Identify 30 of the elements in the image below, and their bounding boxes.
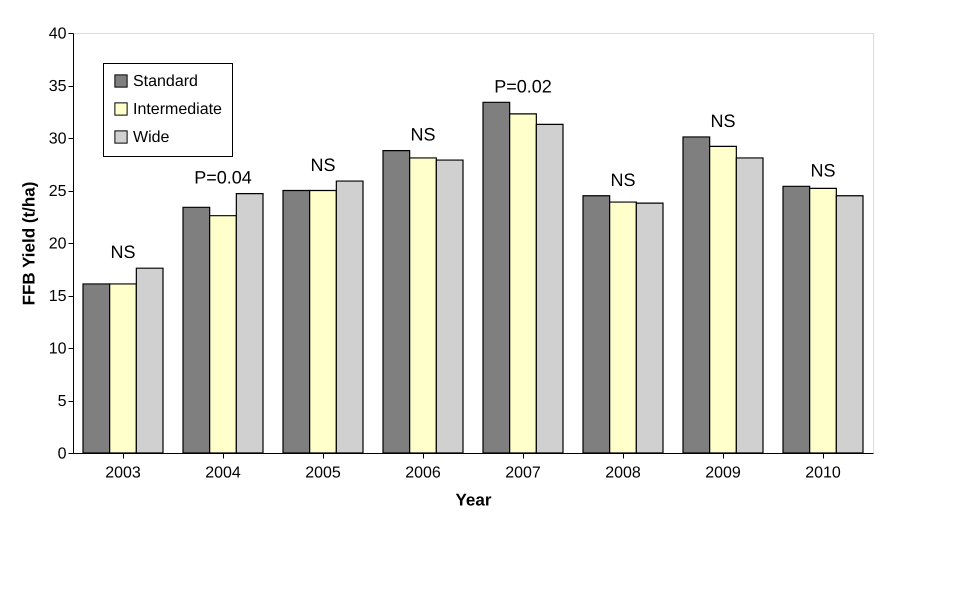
x-tick-label: 2005 <box>305 464 341 482</box>
annotation: NS <box>710 110 736 131</box>
y-tick-label: 10 <box>48 340 67 358</box>
x-axis-title: Year <box>456 490 492 510</box>
y-tick-label: 30 <box>48 130 67 148</box>
annotation: NS <box>610 170 636 190</box>
x-tick-label: 2008 <box>605 464 641 482</box>
y-tick-label: 25 <box>48 183 67 200</box>
x-tick-label: 2009 <box>705 464 741 482</box>
annotation: NS <box>410 124 436 145</box>
x-tick-label: 2007 <box>505 464 541 482</box>
x-tick-label: 2010 <box>805 464 841 482</box>
legend-label: Standard <box>133 73 198 90</box>
annotation: P=0.04 <box>194 168 252 188</box>
annotation: P=0.02 <box>494 76 552 96</box>
y-tick-label: 40 <box>48 26 67 42</box>
x-tick-label: 2006 <box>405 464 441 482</box>
annotation: NS <box>110 242 136 262</box>
y-tick-label: 0 <box>58 446 67 462</box>
annotation: NS <box>810 160 836 180</box>
legend-label: Wide <box>133 129 170 146</box>
y-tick-label: 20 <box>48 236 67 252</box>
annotation: NS <box>310 155 336 176</box>
y-tick-label: 15 <box>48 288 67 305</box>
x-tick-label: 2004 <box>205 464 241 482</box>
y-tick-label: 5 <box>58 393 67 410</box>
y-axis-title: FFB Yield (t/ha) <box>20 182 39 306</box>
legend-label: Intermediate <box>133 101 222 118</box>
y-tick-label: 35 <box>48 78 67 95</box>
x-tick-label: 2003 <box>105 464 141 482</box>
